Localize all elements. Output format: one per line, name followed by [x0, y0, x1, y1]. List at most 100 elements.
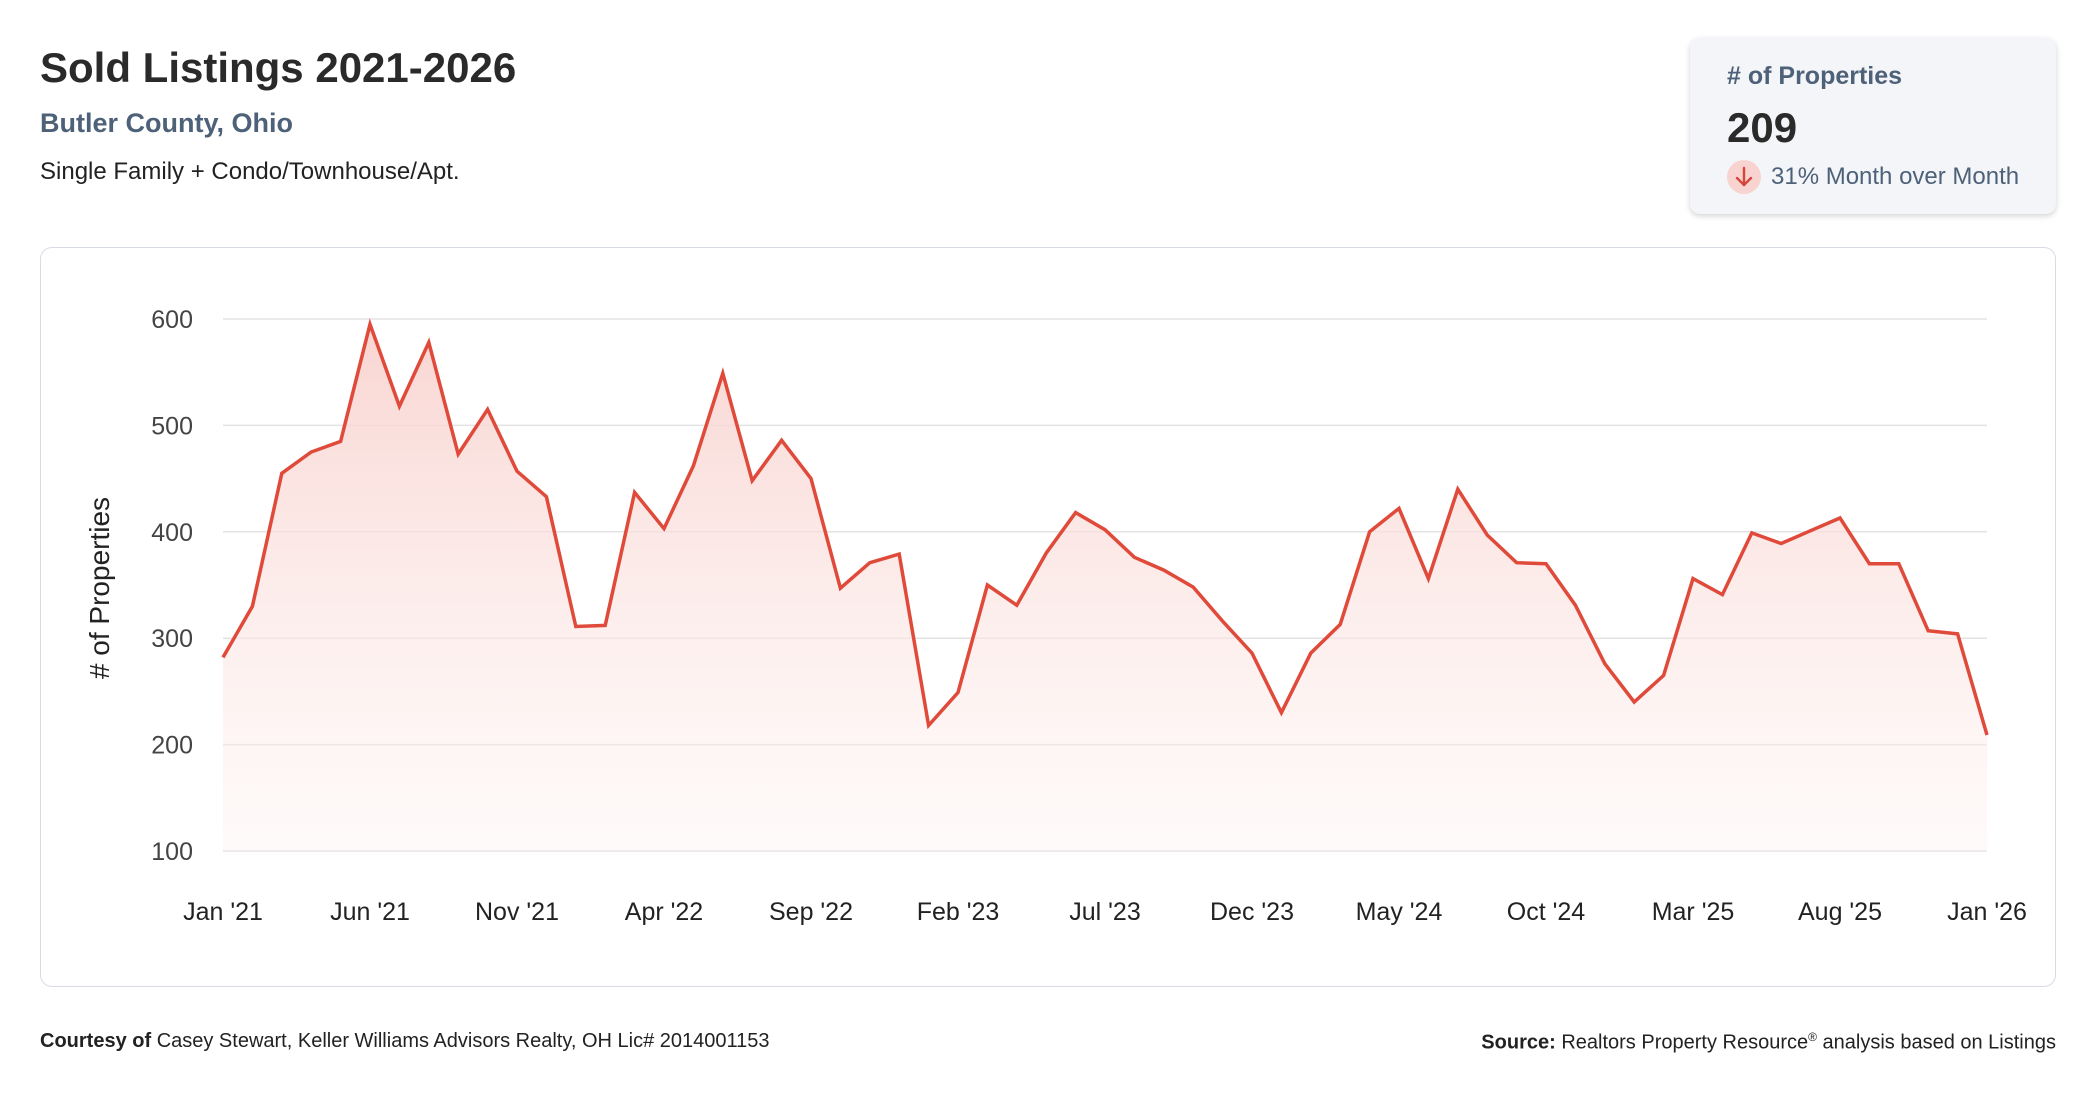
data-point: [1631, 699, 1637, 705]
data-point: [896, 551, 902, 557]
data-point: [867, 560, 873, 566]
data-point: [1896, 561, 1902, 567]
data-point: [1308, 650, 1314, 656]
data-point: [661, 526, 667, 532]
source-text-2: analysis based on Listings: [1822, 1031, 2056, 1054]
data-point: [1337, 621, 1343, 627]
data-point: [984, 582, 990, 588]
data-point: [308, 449, 314, 455]
data-point: [1661, 672, 1667, 678]
area-fill: [223, 324, 1987, 851]
data-point: [1602, 661, 1608, 667]
data-point: [1131, 554, 1137, 560]
y-tick-label: 600: [151, 306, 193, 334]
y-tick-label: 200: [151, 732, 193, 760]
data-point: [1514, 560, 1520, 566]
x-tick-label: Dec '23: [1210, 898, 1294, 926]
data-point: [1749, 530, 1755, 536]
courtesy-label: Courtesy of: [40, 1030, 152, 1052]
data-point: [1484, 532, 1490, 538]
data-point: [426, 339, 432, 345]
registered-mark: ®: [1808, 1030, 1817, 1044]
data-point: [837, 585, 843, 591]
chart-title: Sold Listings 2021-2026: [40, 44, 517, 91]
kpi-change: 31% Month over Month: [1727, 160, 2019, 194]
series-line: [221, 318, 1989, 736]
data-point: [1984, 732, 1990, 738]
x-tick-label: Sep '22: [769, 898, 853, 926]
x-tick-label: Oct '24: [1507, 898, 1586, 926]
y-tick-label: 100: [151, 838, 193, 866]
kpi-change-text: 31% Month over Month: [1771, 163, 2020, 190]
data-point: [632, 489, 638, 495]
data-point: [1778, 541, 1784, 547]
data-point: [220, 654, 226, 660]
data-point: [396, 403, 402, 409]
data-point: [1014, 602, 1020, 608]
data-point: [338, 438, 344, 444]
courtesy-text: Casey Stewart, Keller Williams Advisors …: [156, 1030, 770, 1052]
data-point: [1808, 528, 1814, 534]
data-point: [279, 470, 285, 476]
data-point: [1396, 505, 1402, 511]
y-tick-label: 400: [151, 519, 193, 547]
y-axis-label: # of Properties: [84, 497, 115, 679]
kpi-label: # of Properties: [1727, 62, 1903, 90]
location-subtitle: Butler County, Ohio: [40, 108, 293, 138]
x-tick-label: Feb '23: [917, 898, 1000, 926]
data-point: [1837, 515, 1843, 521]
data-point: [690, 463, 696, 469]
data-point: [455, 451, 461, 457]
data-point: [1220, 618, 1226, 624]
x-tick-label: Jun '21: [330, 898, 410, 926]
data-point: [1543, 561, 1549, 567]
courtesy-footer: Courtesy of Casey Stewart, Keller Willia…: [40, 1030, 770, 1053]
data-point: [926, 722, 932, 728]
arrow-down-icon: [1727, 160, 1761, 194]
data-point: [1249, 650, 1255, 656]
data-point: [1425, 576, 1431, 582]
data-point: [485, 406, 491, 412]
data-point: [1073, 510, 1079, 516]
data-point: [808, 476, 814, 482]
x-tick-label: Jan '21: [183, 898, 263, 926]
x-tick-label: Nov '21: [475, 898, 559, 926]
data-point: [1955, 631, 1961, 637]
kpi-value: 209: [1727, 104, 1798, 151]
data-point: [720, 370, 726, 376]
x-tick-label: Jul '23: [1069, 898, 1140, 926]
data-point: [955, 690, 961, 696]
property-type-description: Single Family + Condo/Townhouse/Apt.: [40, 158, 460, 185]
y-tick-label: 500: [151, 412, 193, 440]
chart-container: 100 200 300 400 500 600 Jan '21 Jun '21 Nov '21…: [40, 247, 2056, 987]
data-point: [543, 494, 549, 500]
source-footer: Source: Realtors Property Resource® anal…: [1481, 1030, 2056, 1055]
data-point: [779, 437, 785, 443]
source-text-1: Realtors Property Resource: [1561, 1031, 1809, 1054]
data-point: [1043, 550, 1049, 556]
data-point: [1719, 592, 1725, 598]
y-tick-label: 300: [151, 625, 193, 653]
x-tick-label: Aug '25: [1798, 898, 1882, 926]
data-point: [749, 478, 755, 484]
data-point: [602, 622, 608, 628]
source-label: Source:: [1481, 1031, 1556, 1054]
data-point: [1161, 567, 1167, 573]
x-tick-label: Jan '26: [1947, 898, 2027, 926]
x-tick-label: Apr '22: [625, 898, 703, 926]
data-point: [573, 624, 579, 630]
data-point: [1455, 486, 1461, 492]
data-point: [249, 603, 255, 609]
x-tick-label: May '24: [1356, 898, 1443, 926]
data-point: [514, 468, 520, 474]
data-point: [367, 321, 373, 327]
data-point: [1572, 602, 1578, 608]
data-point: [1866, 561, 1872, 567]
data-point: [1278, 710, 1284, 716]
data-point: [1102, 527, 1108, 533]
line-chart: 100 200 300 400 500 600 Jan '21 Jun '21 Nov '21…: [84, 306, 2027, 926]
data-point: [1367, 529, 1373, 535]
kpi-card: # of Properties 209 31% Month over Month: [1690, 38, 2056, 214]
x-tick-label: Mar '25: [1652, 898, 1735, 926]
data-point: [1925, 628, 1931, 634]
